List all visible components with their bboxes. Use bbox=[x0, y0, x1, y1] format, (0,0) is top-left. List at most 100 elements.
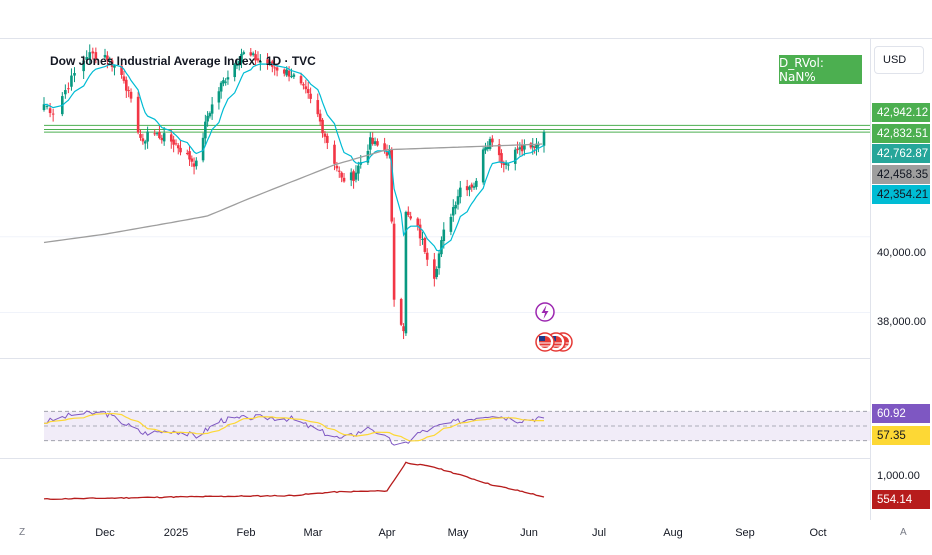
candle-body bbox=[529, 143, 533, 148]
candle-body bbox=[242, 52, 246, 54]
rsi-tag-value: 60.92 bbox=[872, 404, 930, 423]
candle-body bbox=[392, 223, 396, 300]
candle-body bbox=[45, 106, 49, 108]
candle-body bbox=[504, 163, 508, 165]
candle-body bbox=[352, 171, 355, 182]
candle-body bbox=[67, 88, 70, 90]
auto-scale-button[interactable]: A bbox=[900, 527, 907, 538]
candle-body bbox=[158, 132, 161, 139]
candle-body bbox=[91, 51, 95, 54]
candle-body bbox=[268, 61, 272, 63]
candle-body bbox=[409, 216, 412, 219]
candle-body bbox=[340, 172, 343, 178]
candle-body bbox=[306, 89, 310, 94]
candle-body bbox=[491, 138, 494, 143]
candle-body bbox=[122, 76, 126, 81]
candle-body bbox=[222, 80, 225, 84]
candle-body bbox=[472, 186, 476, 188]
time-tick: Aug bbox=[663, 527, 683, 539]
candle-body bbox=[204, 121, 207, 139]
candle-body bbox=[342, 177, 346, 182]
candle-body bbox=[201, 137, 205, 161]
candle-body bbox=[383, 143, 386, 151]
candle-body bbox=[85, 57, 88, 60]
candle-body bbox=[302, 84, 305, 86]
candle-body bbox=[513, 149, 517, 164]
candle-body bbox=[143, 141, 147, 144]
candle-body bbox=[337, 170, 341, 172]
candle-body bbox=[421, 238, 424, 240]
candle-body bbox=[273, 67, 277, 69]
candle-body bbox=[475, 180, 478, 187]
candle-body bbox=[376, 141, 379, 146]
candle-body bbox=[251, 53, 255, 55]
candle-body bbox=[357, 165, 360, 174]
candle-body bbox=[484, 147, 487, 151]
candle-body bbox=[304, 86, 308, 90]
candle-body bbox=[523, 145, 526, 150]
us-flag-icon bbox=[535, 332, 573, 352]
candle-body bbox=[481, 149, 485, 183]
indicator3-line bbox=[43, 461, 545, 500]
candle-body bbox=[219, 82, 223, 92]
candle-body bbox=[518, 147, 522, 150]
candle-body bbox=[256, 58, 260, 61]
candle-body bbox=[407, 211, 410, 216]
rvol-badge[interactable]: D_RVol: NaN% bbox=[779, 55, 862, 84]
indicator-tag-value: 554.14 bbox=[872, 490, 930, 509]
candle-body bbox=[42, 104, 46, 110]
candle-body bbox=[402, 326, 405, 332]
time-tick: Mar bbox=[303, 527, 323, 539]
candle-body bbox=[240, 53, 243, 63]
candle-body bbox=[423, 238, 427, 252]
candle-body bbox=[542, 132, 546, 146]
candle-body bbox=[120, 65, 123, 75]
candle-body bbox=[249, 52, 253, 56]
candle-body bbox=[64, 90, 67, 95]
candle-body bbox=[51, 113, 55, 115]
time-tick: Sep bbox=[735, 527, 755, 539]
candle-body bbox=[155, 133, 159, 135]
candle-body bbox=[110, 60, 114, 67]
candle-body bbox=[435, 268, 438, 277]
candle-body bbox=[103, 54, 107, 58]
currency-button[interactable]: USD bbox=[874, 46, 924, 74]
candle-body bbox=[195, 160, 198, 167]
candle-body bbox=[153, 133, 156, 135]
time-tick: Feb bbox=[236, 527, 256, 539]
candle-body bbox=[188, 151, 191, 160]
candle-body bbox=[106, 55, 109, 61]
candle-body bbox=[292, 74, 296, 77]
candle-body bbox=[373, 141, 377, 145]
rsi-ma-line bbox=[44, 413, 544, 442]
price-tag-level: 42,832.51 bbox=[872, 124, 930, 143]
candle-body bbox=[206, 115, 209, 122]
candle-body bbox=[433, 259, 436, 279]
candle-body bbox=[94, 52, 98, 60]
price-tick-38000: 38,000.00 bbox=[877, 316, 926, 328]
candle-body bbox=[139, 134, 142, 138]
candle-body bbox=[470, 184, 474, 188]
candle-body bbox=[368, 137, 372, 150]
candle-body bbox=[146, 131, 149, 142]
timezone-button[interactable]: Z bbox=[19, 527, 26, 538]
candle-body bbox=[354, 172, 358, 180]
candle-body bbox=[48, 108, 52, 114]
candle-body bbox=[533, 146, 536, 148]
candle-body bbox=[465, 186, 469, 191]
candle-body bbox=[520, 145, 524, 152]
candle-body bbox=[326, 135, 329, 143]
rsi-line bbox=[43, 410, 545, 446]
candle-body bbox=[226, 77, 230, 80]
candle-body bbox=[371, 137, 374, 144]
candle-body bbox=[309, 93, 312, 99]
lightning-icon-bolt bbox=[541, 305, 549, 319]
candle-body bbox=[451, 207, 455, 216]
candle-body bbox=[497, 144, 501, 156]
candle-body bbox=[208, 113, 212, 117]
sma200-line bbox=[43, 143, 543, 244]
candle-body bbox=[82, 60, 85, 72]
candle-body bbox=[516, 148, 519, 151]
